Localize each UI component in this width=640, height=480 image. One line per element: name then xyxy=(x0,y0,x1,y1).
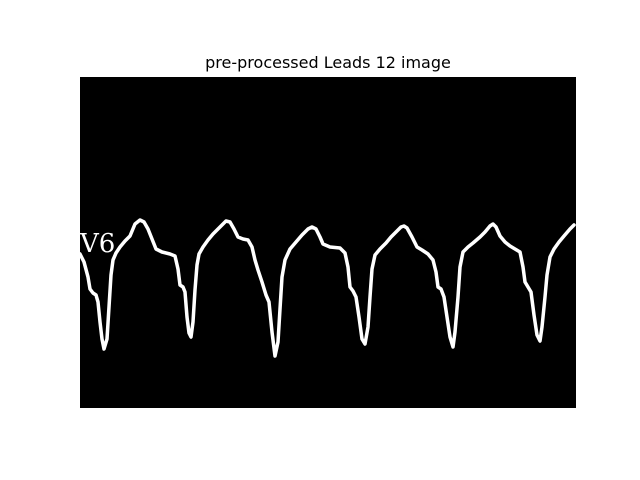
ecg-waveform-trace xyxy=(80,218,576,358)
figure-title: pre-processed Leads 12 image xyxy=(205,53,451,72)
panel-background xyxy=(80,77,576,408)
ecg-trace-image: V6 xyxy=(80,77,576,408)
ecg-image-panel: V6 xyxy=(80,77,576,408)
lead-label-v6: V6 xyxy=(80,229,115,259)
